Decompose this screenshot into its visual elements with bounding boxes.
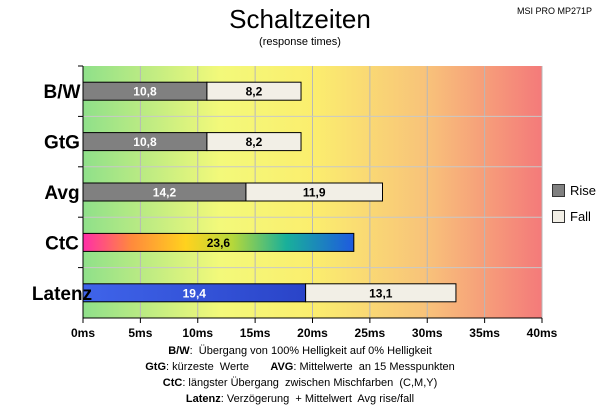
legend-swatch-fall <box>552 209 565 223</box>
axes: 0ms 5ms 10ms 15ms 20ms 25ms 30ms 35ms 40ms B/W GtG… <box>32 65 558 340</box>
bar-fall <box>206 132 302 152</box>
legend-swatch-rise <box>552 183 565 197</box>
chart-title: Schaltzeiten <box>229 4 371 34</box>
category-label: CtC <box>45 233 79 254</box>
footnote-term: CtC <box>162 377 183 389</box>
category-label: GtG <box>44 133 80 154</box>
footnote-term: B/W <box>168 345 190 357</box>
x-tick-label: 40ms <box>527 326 558 340</box>
bar-fall <box>305 283 457 303</box>
x-tick-label: 20ms <box>297 326 328 340</box>
legend-label-fall: Fall <box>570 208 591 224</box>
legend-item-fall: Fall <box>552 203 596 229</box>
footnote-term: AVG <box>270 361 294 373</box>
bar-rise-label: 10,8 <box>133 85 157 99</box>
footnote-text: : Mittelwerte an 15 Messpunkten <box>293 361 455 373</box>
footnote-text: : Verzögerung + Mittelwert Avg rise/fall <box>220 393 415 405</box>
bar-rise-label: 23,6 <box>207 236 231 250</box>
bar-fall-label: 11,9 <box>303 186 326 200</box>
bar-fall-label: 8,2 <box>246 85 263 99</box>
bar-fall <box>206 81 302 101</box>
bar-rise-label: 14,2 <box>153 186 177 200</box>
bar-rise-label: 19,4 <box>183 286 207 300</box>
footnote-line: Latenz: Verzögerung + Mittelwert Avg ris… <box>0 391 600 407</box>
legend-label-rise: Rise <box>570 182 597 198</box>
x-tick-label: 15ms <box>240 326 271 340</box>
bar-fall-label: 13,1 <box>369 286 393 300</box>
x-tick-label: 10ms <box>182 326 213 340</box>
footnote-term: GtG <box>145 361 166 373</box>
footnote-line: CtC: längster Übergang zwischen Mischfar… <box>0 375 600 391</box>
footnote-text: : längster Übergang zwischen Mischfarben… <box>182 377 438 389</box>
footnote-term: Latenz <box>185 393 221 405</box>
footnote-text: : Übergang von 100% Helligkeit auf 0% He… <box>189 345 432 357</box>
x-tick-label: 25ms <box>355 326 386 340</box>
footnotes: B/W: Übergang von 100% Helligkeit auf 0%… <box>0 343 600 407</box>
footnote-line: B/W: Übergang von 100% Helligkeit auf 0%… <box>0 343 600 359</box>
x-tick-label: 35ms <box>469 326 500 340</box>
bar-rise-label: 10,8 <box>133 135 157 149</box>
legend-item-rise: Rise <box>552 177 596 203</box>
bar-fall-label: 8,2 <box>246 135 263 149</box>
x-tick-label: 30ms <box>412 326 443 340</box>
category-label: Latenz <box>32 284 92 305</box>
monitor-model: MSI PRO MP271P <box>516 6 592 16</box>
legend: Rise Fall <box>552 177 596 229</box>
x-tick-label: 5ms <box>128 326 152 340</box>
chart-subtitle: (response times) <box>259 36 341 48</box>
footnote-line: GtG: kürzeste Werte AVG: Mittelwerte an … <box>0 359 600 375</box>
x-tick-label: 0ms <box>71 326 95 340</box>
category-label: B/W <box>44 82 81 103</box>
bar-fall <box>245 182 383 202</box>
category-label: Avg <box>44 183 79 204</box>
footnote-text: : kürzeste Werte <box>166 361 271 373</box>
